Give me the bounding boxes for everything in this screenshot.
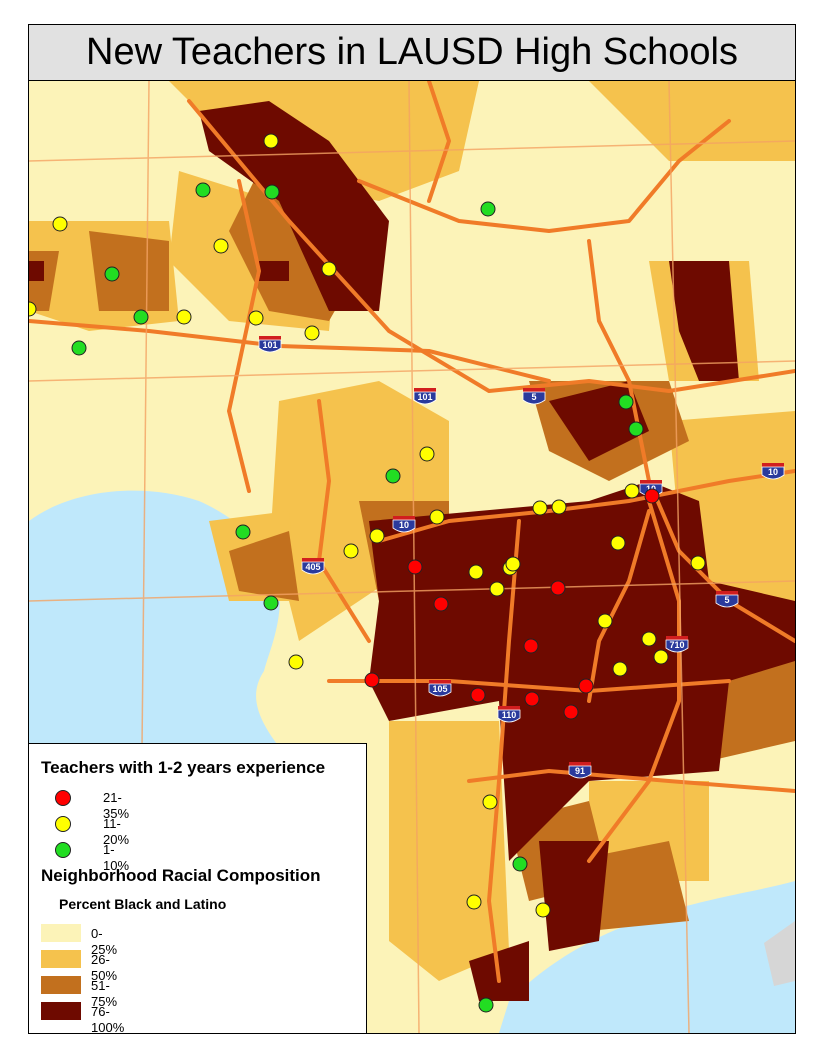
school-marker: [612, 661, 628, 677]
school-marker: [176, 309, 192, 325]
school-marker: [550, 580, 566, 596]
school-marker: [628, 421, 644, 437]
school-marker: [263, 133, 279, 149]
school-marker: [478, 997, 494, 1013]
school-marker: [578, 678, 594, 694]
title-bar: New Teachers in LAUSD High Schools: [29, 25, 795, 81]
school-marker: [653, 649, 669, 665]
legend-neighborhood-label: 26-50%: [91, 952, 118, 983]
school-marker: [523, 638, 539, 654]
red-dot-symbol: [55, 790, 71, 806]
swatch-0-25: [41, 924, 81, 942]
school-marker: [419, 446, 435, 462]
interstate-shield-label: 405: [305, 562, 320, 572]
school-marker: [429, 509, 445, 525]
dots-layer: [29, 133, 706, 1013]
school-marker: [248, 310, 264, 326]
interstate-shield-icon: 10: [392, 516, 416, 533]
school-marker: [195, 182, 211, 198]
school-marker: [610, 535, 626, 551]
legend-teacher-label: 11-20%: [103, 816, 130, 847]
school-marker: [618, 394, 634, 410]
map-title: New Teachers in LAUSD High Schools: [86, 31, 738, 73]
school-marker: [133, 309, 149, 325]
interstate-shield-label: 710: [669, 640, 684, 650]
school-marker: [512, 856, 528, 872]
legend-neighborhood-label: 0-25%: [91, 926, 118, 957]
school-marker: [480, 201, 496, 217]
school-marker: [264, 184, 280, 200]
legend-neighborhood-label: 76-100%: [91, 1004, 125, 1034]
interstate-shield-icon: 110: [497, 706, 521, 723]
school-marker: [304, 325, 320, 341]
legend-teacher-label: 1-10%: [103, 842, 130, 873]
interstate-shield-icon: 405: [301, 558, 325, 575]
legend-teachers-heading: Teachers with 1-2 years experience: [41, 758, 326, 777]
school-marker: [288, 654, 304, 670]
interstate-shield-icon: 101: [258, 336, 282, 353]
legend-neighborhood-heading: Neighborhood Racial Composition: [41, 866, 321, 885]
school-marker: [29, 301, 37, 317]
school-marker: [482, 794, 498, 810]
harbor-water: [499, 881, 795, 1033]
school-marker: [466, 894, 482, 910]
school-marker: [52, 216, 68, 232]
interstate-shield-icon: 5: [522, 388, 546, 405]
school-marker: [690, 555, 706, 571]
interstate-shield-icon: 710: [665, 636, 689, 653]
interstate-shield-icon: 10: [761, 463, 785, 480]
interstate-shield-label: 91: [575, 766, 585, 776]
school-marker: [321, 261, 337, 277]
legend-teacher-label: 21-35%: [103, 790, 130, 821]
interstate-shield-label: 10: [768, 467, 778, 477]
interstate-shield-icon: 91: [568, 762, 592, 779]
port-land: [764, 921, 795, 986]
school-marker: [369, 528, 385, 544]
interstate-shield-icon: 101: [413, 388, 437, 405]
school-marker: [213, 238, 229, 254]
school-marker: [624, 483, 640, 499]
school-marker: [235, 524, 251, 540]
swatch-26-50: [41, 950, 81, 968]
swatch-51-75: [41, 976, 81, 994]
legend-neighborhood-subheading: Percent Black and Latino: [59, 896, 227, 912]
interstate-shield-icon: 105: [428, 680, 452, 697]
school-marker: [641, 631, 657, 647]
school-marker: [524, 691, 540, 707]
school-marker: [343, 543, 359, 559]
school-marker: [551, 499, 567, 515]
legend: Teachers with 1-2 years experience 21-35…: [29, 743, 367, 1034]
swatch-76-100: [41, 1002, 81, 1020]
school-marker: [433, 596, 449, 612]
school-marker: [364, 672, 380, 688]
school-marker: [597, 613, 613, 629]
interstate-shield-label: 5: [724, 595, 729, 605]
interstate-shield-label: 105: [432, 684, 447, 694]
map-frame: 1011015101010405571010511091 New Teacher…: [28, 24, 796, 1034]
school-marker: [644, 488, 660, 504]
school-marker: [532, 500, 548, 516]
school-marker: [505, 556, 521, 572]
interstate-shield-label: 5: [531, 392, 536, 402]
school-marker: [385, 468, 401, 484]
school-marker: [563, 704, 579, 720]
school-marker: [468, 564, 484, 580]
school-marker: [407, 559, 423, 575]
school-marker: [470, 687, 486, 703]
school-marker: [489, 581, 505, 597]
school-marker: [104, 266, 120, 282]
interstate-shield-label: 110: [502, 710, 517, 720]
interstate-shield-label: 101: [417, 392, 432, 402]
yellow-dot-symbol: [55, 816, 71, 832]
interstate-shield-label: 101: [262, 340, 277, 350]
school-marker: [535, 902, 551, 918]
school-marker: [263, 595, 279, 611]
school-marker: [71, 340, 87, 356]
green-dot-symbol: [55, 842, 71, 858]
interstate-shield-label: 10: [399, 520, 409, 530]
interstate-shield-icon: 5: [715, 591, 739, 608]
legend-neighborhood-label: 51-75%: [91, 978, 118, 1009]
